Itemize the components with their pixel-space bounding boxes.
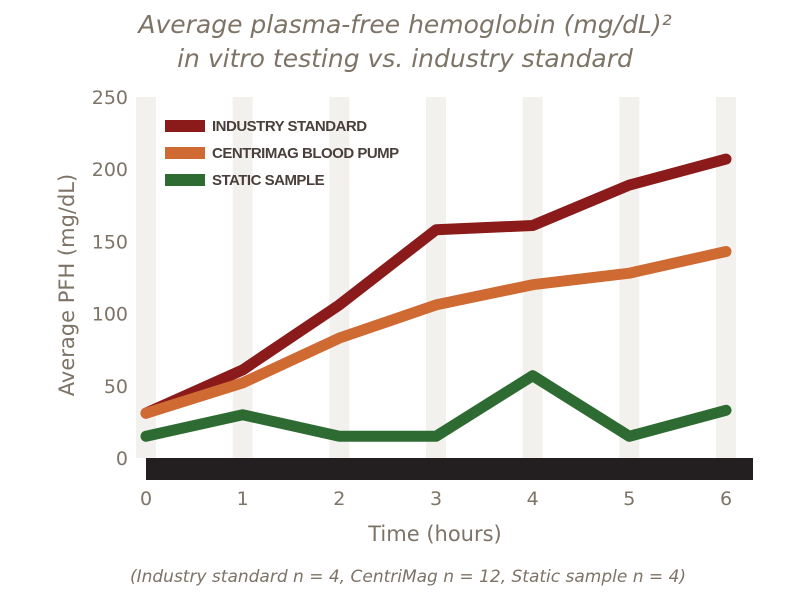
x-tick-label: 2 — [333, 488, 345, 510]
y-tick-label: 150 — [92, 231, 128, 253]
y-tick-labels: 0 50 100 150 200 250 — [92, 87, 128, 470]
y-tick-label: 200 — [92, 159, 128, 181]
grid-band — [136, 97, 156, 458]
x-axis-label: Time (hours) — [367, 522, 502, 546]
legend-label: INDUSTRY STANDARD — [212, 118, 367, 135]
y-axis-label: Average PFH (mg/dL) — [55, 174, 79, 396]
grid-band — [522, 97, 543, 458]
legend: INDUSTRY STANDARD CENTRIMAG BLOOD PUMP STA… — [165, 118, 400, 189]
footnote: (Industry standard n = 4, CentriMag n = … — [130, 567, 686, 587]
legend-label: CENTRIMAG BLOOD PUMP — [212, 145, 399, 162]
y-tick-label: 100 — [92, 304, 128, 326]
grid-band — [329, 97, 350, 458]
x-tick-label: 6 — [720, 488, 732, 510]
x-tick-label: 4 — [527, 488, 539, 510]
x-tick-label: 3 — [430, 488, 442, 510]
series-line-3 — [140, 370, 732, 442]
grid-band — [716, 97, 736, 458]
series-line-1 — [140, 153, 732, 419]
x-tick-label: 1 — [237, 488, 249, 510]
x-tick-label: 0 — [140, 488, 152, 510]
series-lines — [140, 153, 732, 442]
legend-swatch — [165, 120, 205, 132]
x-axis-bar — [146, 458, 753, 480]
chart-title: Average plasma-free hemoglobin (mg/dL)² — [136, 10, 671, 39]
legend-swatch — [165, 174, 205, 186]
y-tick-label: 250 — [92, 87, 128, 109]
legend-swatch — [165, 147, 205, 159]
series-line-2 — [140, 246, 732, 419]
x-tick-labels: 0 1 2 3 4 5 6 — [140, 488, 732, 510]
grid-band — [426, 97, 446, 458]
y-tick-label: 50 — [104, 376, 128, 398]
chart-subtitle: in vitro testing vs. industry standard — [177, 44, 633, 73]
x-tick-label: 5 — [623, 488, 635, 510]
y-tick-label: 0 — [116, 448, 128, 470]
legend-label: STATIC SAMPLE — [212, 172, 325, 189]
